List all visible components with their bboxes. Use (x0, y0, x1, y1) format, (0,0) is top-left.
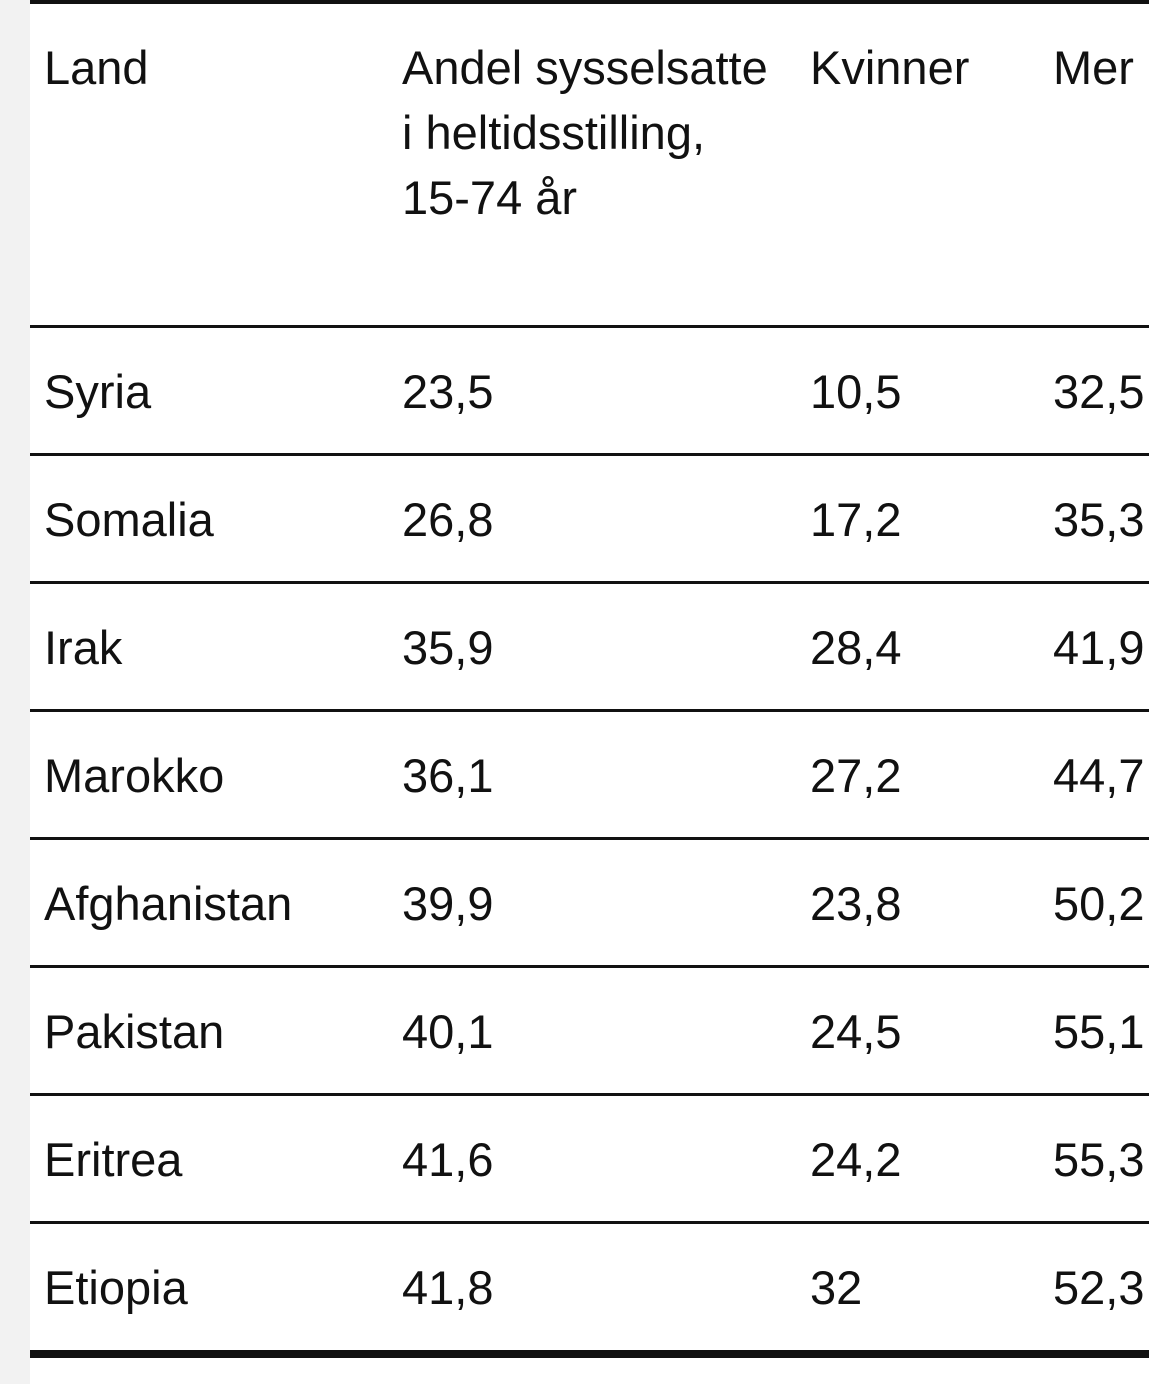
table-bottom-rule (30, 1350, 1149, 1358)
cell-kvinner: 17,2 (810, 493, 902, 546)
cell-kvinner: 24,5 (810, 1005, 902, 1058)
table-row: Marokko 36,1 27,2 44,7 (30, 712, 1149, 840)
table-row: Etiopia 41,8 32 52,3 (30, 1224, 1149, 1349)
table-row: Eritrea 41,6 24,2 55,3 (30, 1096, 1149, 1224)
cell-kvinner: 10,5 (810, 365, 902, 418)
header-menn: Mer (1053, 41, 1134, 94)
table-row: Somalia 26,8 17,2 35,3 (30, 456, 1149, 584)
cell-land: Etiopia (44, 1261, 188, 1314)
cell-land: Somalia (44, 493, 214, 546)
cell-menn: 44,7 (1053, 749, 1145, 802)
cell-menn: 50,2 (1053, 877, 1145, 930)
cell-andel: 40,1 (402, 1005, 494, 1058)
cell-kvinner: 32 (810, 1261, 863, 1314)
header-kvinner: Kvinner (810, 41, 970, 94)
cell-andel: 41,8 (402, 1261, 494, 1314)
cell-andel: 26,8 (402, 493, 494, 546)
cell-menn: 55,1 (1053, 1005, 1145, 1058)
table-row: Irak 35,9 28,4 41,9 (30, 584, 1149, 712)
cell-menn: 55,3 (1053, 1133, 1145, 1186)
table-row: Pakistan 40,1 24,5 55,1 (30, 968, 1149, 1096)
cell-menn: 32,5 (1053, 365, 1145, 418)
cell-kvinner: 27,2 (810, 749, 902, 802)
cell-andel: 39,9 (402, 877, 494, 930)
cell-kvinner: 24,2 (810, 1133, 902, 1186)
cell-menn: 52,3 (1053, 1261, 1145, 1314)
table-row: Syria 23,5 10,5 32,5 (30, 328, 1149, 456)
cell-andel: 41,6 (402, 1133, 494, 1186)
data-table: Land Andel sysselsatte i heltidsstilling… (30, 0, 1149, 1384)
cell-kvinner: 28,4 (810, 621, 902, 674)
header-andel-sysselsatte: Andel sysselsatte i heltidsstilling, 15-… (402, 41, 768, 224)
cell-land: Afghanistan (44, 877, 293, 930)
cell-menn: 41,9 (1053, 621, 1145, 674)
cell-menn: 35,3 (1053, 493, 1145, 546)
cell-land: Marokko (44, 749, 225, 802)
table-header-row: Land Andel sysselsatte i heltidsstilling… (30, 4, 1149, 328)
cell-land: Syria (44, 365, 152, 418)
header-land: Land (44, 41, 149, 94)
cell-land: Eritrea (44, 1133, 183, 1186)
cell-andel: 23,5 (402, 365, 494, 418)
cell-andel: 35,9 (402, 621, 494, 674)
cell-kvinner: 23,8 (810, 877, 902, 930)
table-row: Afghanistan 39,9 23,8 50,2 (30, 840, 1149, 968)
table-top-rule (30, 0, 1149, 4)
cell-land: Irak (44, 621, 123, 674)
cell-land: Pakistan (44, 1005, 225, 1058)
cell-andel: 36,1 (402, 749, 494, 802)
